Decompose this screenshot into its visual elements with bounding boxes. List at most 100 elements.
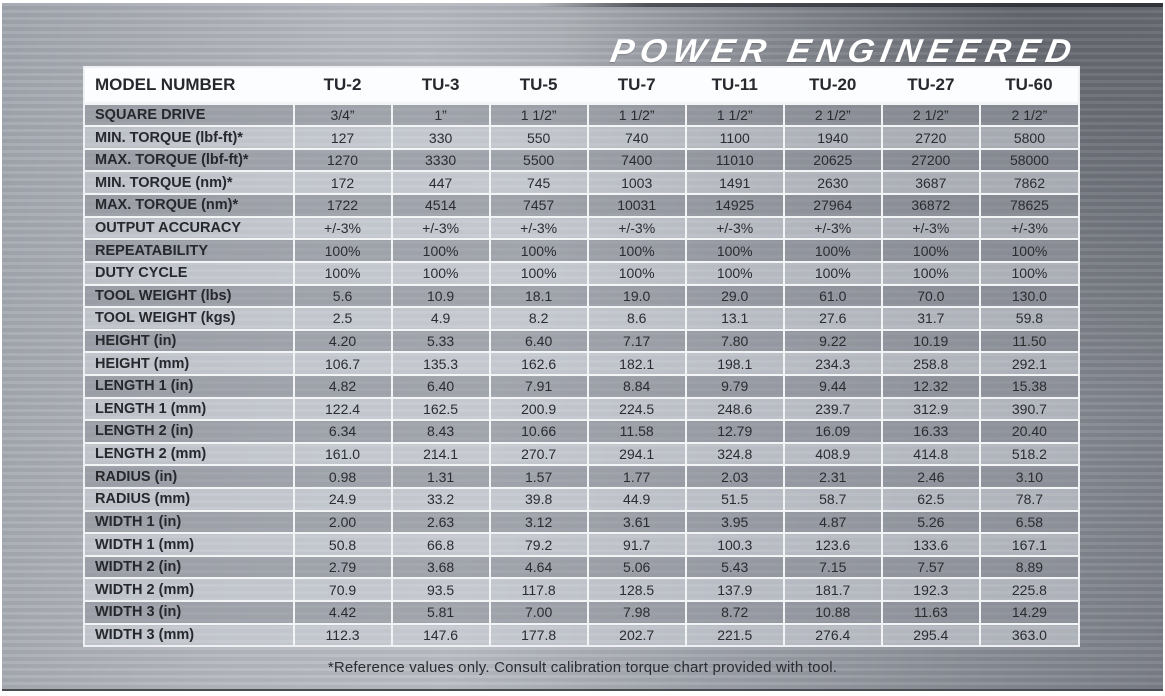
spec-value: 1.57 bbox=[488, 464, 588, 488]
spec-value: 100% bbox=[292, 238, 392, 262]
spec-value: 147.6 bbox=[390, 622, 490, 645]
spec-value: 18.1 bbox=[488, 283, 588, 308]
spec-row: OUTPUT ACCURACY +/-3% +/-3% +/-3% +/-3% +/-3%… bbox=[85, 215, 1078, 240]
row-label: MAX. TORQUE (nm)* bbox=[85, 193, 294, 217]
row-label: TOOL WEIGHT (lbs) bbox=[85, 283, 294, 308]
spec-row: LENGTH 1 (in) 4.82 6.40 7.91 8.84 9.79 9.44 12.… bbox=[85, 373, 1078, 398]
spec-value: 39.8 bbox=[488, 487, 588, 511]
spec-value: 16.09 bbox=[782, 419, 882, 443]
spec-value: 745 bbox=[488, 170, 588, 195]
spec-value: +/-3% bbox=[292, 215, 392, 240]
spec-value: 79.2 bbox=[488, 532, 588, 556]
spec-value: 16.33 bbox=[880, 419, 980, 443]
spec-value: 112.3 bbox=[292, 622, 392, 645]
spec-value: 50.8 bbox=[292, 532, 392, 556]
spec-value: 1 1/2” bbox=[488, 101, 588, 127]
spec-value: 19.0 bbox=[586, 283, 686, 308]
spec-row: REPEATABILITY 100% 100% 100% 100% 100% 100% 100… bbox=[85, 238, 1078, 262]
spec-row: WIDTH 3 (in) 4.42 5.81 7.00 7.98 8.72 10.88 11.… bbox=[85, 600, 1078, 624]
spec-value: 276.4 bbox=[782, 622, 882, 645]
model-number-header: MODEL NUMBER bbox=[85, 68, 294, 105]
spec-value: 14925 bbox=[684, 193, 784, 217]
spec-value: 7400 bbox=[586, 147, 686, 172]
spec-value: 7.57 bbox=[880, 554, 980, 579]
spec-value: 258.8 bbox=[880, 351, 980, 375]
row-label: LENGTH 1 (in) bbox=[85, 373, 294, 398]
spec-value: 2 1/2” bbox=[880, 101, 980, 127]
spec-value: 20.40 bbox=[978, 419, 1078, 443]
spec-value: 4514 bbox=[390, 193, 490, 217]
column-header-tu-7: TU-7 bbox=[587, 68, 686, 105]
spec-value: 8.84 bbox=[586, 373, 686, 398]
spec-value: 29.0 bbox=[684, 283, 784, 308]
spec-value: 51.5 bbox=[684, 487, 784, 511]
row-label: OUTPUT ACCURACY bbox=[85, 215, 294, 240]
spec-value: 11.58 bbox=[586, 419, 686, 443]
spec-value: 100% bbox=[292, 260, 392, 285]
spec-value: 740 bbox=[586, 125, 686, 149]
spec-value: 7.15 bbox=[782, 554, 882, 579]
row-label: HEIGHT (in) bbox=[85, 328, 294, 353]
spec-value: 4.9 bbox=[390, 306, 490, 330]
spec-value: 9.79 bbox=[684, 373, 784, 398]
spec-value: 100% bbox=[586, 238, 686, 262]
spec-value: 202.7 bbox=[586, 622, 686, 645]
spec-value: 100% bbox=[684, 260, 784, 285]
spec-row: RADIUS (in) 0.98 1.31 1.57 1.77 2.03 2.31 2.46 3… bbox=[85, 464, 1078, 488]
spec-value: 447 bbox=[390, 170, 490, 195]
spec-row: HEIGHT (in) 4.20 5.33 6.40 7.17 7.80 9.22 10.19… bbox=[85, 328, 1078, 353]
spec-value: 58000 bbox=[978, 147, 1078, 172]
spec-value: 5.6 bbox=[292, 283, 392, 308]
spec-value: 3.12 bbox=[488, 509, 588, 534]
spec-value: 1100 bbox=[684, 125, 784, 149]
spec-value: 221.5 bbox=[684, 622, 784, 645]
row-label: WIDTH 2 (in) bbox=[85, 554, 294, 579]
spec-value: 1.31 bbox=[390, 464, 490, 488]
spec-value: 518.2 bbox=[978, 441, 1078, 466]
spec-row: TOOL WEIGHT (lbs) 5.6 10.9 18.1 19.0 29.0 61.0… bbox=[85, 283, 1078, 308]
spec-value: 137.9 bbox=[684, 577, 784, 602]
spec-value: 363.0 bbox=[978, 622, 1078, 645]
spec-value: 127 bbox=[292, 125, 392, 149]
spec-value: 7.98 bbox=[586, 600, 686, 624]
spec-value: 44.9 bbox=[586, 487, 686, 511]
spec-value: 100% bbox=[586, 260, 686, 285]
spec-value: 5.33 bbox=[390, 328, 490, 353]
spec-value: 5800 bbox=[978, 125, 1078, 149]
spec-value: 550 bbox=[488, 125, 588, 149]
spec-value: 6.34 bbox=[292, 419, 392, 443]
spec-value: 8.89 bbox=[978, 554, 1078, 579]
spec-value: 78625 bbox=[978, 193, 1078, 217]
spec-value: 2 1/2” bbox=[978, 101, 1078, 127]
power-engineered-wordmark: POWER ENGINEERED bbox=[607, 32, 1081, 69]
column-header-tu-60: TU-60 bbox=[979, 68, 1078, 105]
spec-value: 312.9 bbox=[880, 396, 980, 421]
spec-value: 5.06 bbox=[586, 554, 686, 579]
spec-value: 10.66 bbox=[488, 419, 588, 443]
spec-value: 414.8 bbox=[880, 441, 980, 466]
spec-value: 10.9 bbox=[390, 283, 490, 308]
row-label: MIN. TORQUE (lbf-ft)* bbox=[85, 125, 294, 149]
spec-value: 9.22 bbox=[782, 328, 882, 353]
spec-value: 100.3 bbox=[684, 532, 784, 556]
footnote: *Reference values only. Consult calibrat… bbox=[327, 659, 838, 676]
spec-value: 7862 bbox=[978, 170, 1078, 195]
spec-value: 2.79 bbox=[292, 554, 392, 579]
spec-value: 1003 bbox=[586, 170, 686, 195]
spec-value: 8.6 bbox=[586, 306, 686, 330]
spec-value: 3/4” bbox=[292, 101, 392, 127]
column-header-tu-11: TU-11 bbox=[685, 68, 784, 105]
spec-value: 100% bbox=[782, 238, 882, 262]
spec-row: WIDTH 1 (mm) 50.8 66.8 79.2 91.7 100.3 123.6 13… bbox=[85, 532, 1078, 556]
spec-value: 13.1 bbox=[684, 306, 784, 330]
spec-value: 1270 bbox=[292, 147, 392, 172]
spec-value: 10031 bbox=[586, 193, 686, 217]
spec-value: 91.7 bbox=[586, 532, 686, 556]
spec-value: 93.5 bbox=[390, 577, 490, 602]
table-header: MODEL NUMBER TU-2 TU-3 TU-5 TU-7 TU-11 TU-20 T… bbox=[85, 68, 1078, 105]
spec-value: 2630 bbox=[782, 170, 882, 195]
spec-value: 106.7 bbox=[292, 351, 392, 375]
spec-row: HEIGHT (mm) 106.7 135.3 162.6 182.1 198.1 234.… bbox=[85, 351, 1078, 375]
spec-value: 7.91 bbox=[488, 373, 588, 398]
spec-value: 78.7 bbox=[978, 487, 1078, 511]
